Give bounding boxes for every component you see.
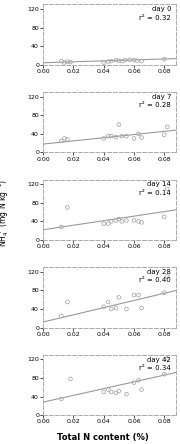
Point [102,303,105,310]
Text: day 0
r² = 0.32: day 0 r² = 0.32 [139,6,171,21]
Point [133,217,136,224]
Point [166,273,169,280]
Point [117,294,120,301]
Point [63,59,66,66]
Point [117,57,120,64]
Point [69,59,72,66]
Point [120,218,123,225]
Point [60,58,63,65]
Point [66,58,69,65]
Text: day 14
r² = 0.14: day 14 r² = 0.14 [139,182,171,196]
Point [110,133,113,140]
Point [163,131,166,139]
Point [102,59,105,66]
Point [140,219,143,226]
Point [114,389,117,396]
Point [110,388,113,396]
Point [140,305,143,312]
Point [60,137,63,144]
Point [66,136,69,143]
Point [102,135,105,142]
Text: NH$_4^+$ (mg N kg$^{-1}$): NH$_4^+$ (mg N kg$^{-1}$) [0,179,11,247]
Point [60,395,63,402]
Point [125,391,128,398]
Point [66,298,69,305]
Point [137,130,140,137]
Point [137,218,140,225]
Point [107,220,110,227]
Point [107,386,110,393]
Point [69,375,72,382]
Point [166,355,169,362]
Point [102,220,105,227]
Point [60,313,63,320]
Point [110,218,113,225]
Point [102,388,105,396]
Point [163,56,166,63]
Point [120,133,123,140]
Point [63,135,66,142]
Point [128,56,131,63]
Point [133,135,136,142]
Point [107,58,110,65]
Point [133,379,136,386]
Point [137,292,140,299]
Point [140,134,143,141]
Point [136,57,138,64]
Point [114,134,117,141]
Point [117,215,120,222]
Point [166,185,169,192]
Point [66,204,69,211]
Point [114,305,117,312]
Point [133,292,136,299]
Point [125,133,128,140]
Point [114,217,117,224]
Point [133,57,136,64]
Point [137,377,140,384]
Point [107,298,110,305]
Point [163,371,166,378]
Point [114,57,117,64]
Point [125,217,128,224]
Text: Total N content (%): Total N content (%) [57,433,148,442]
Point [120,58,123,65]
Point [140,58,143,65]
Point [163,213,166,220]
Text: day 42
r² = 0.34: day 42 r² = 0.34 [139,357,171,371]
Text: day 28
r² = 0.40: day 28 r² = 0.40 [139,269,171,283]
Point [125,305,128,313]
Point [117,388,120,395]
Point [140,386,143,393]
Point [110,305,113,313]
Point [107,133,110,140]
Point [163,289,166,296]
Point [110,58,113,65]
Point [123,57,126,64]
Point [117,121,120,128]
Point [60,223,63,230]
Text: day 7
r² = 0.28: day 7 r² = 0.28 [139,94,171,108]
Point [166,123,169,131]
